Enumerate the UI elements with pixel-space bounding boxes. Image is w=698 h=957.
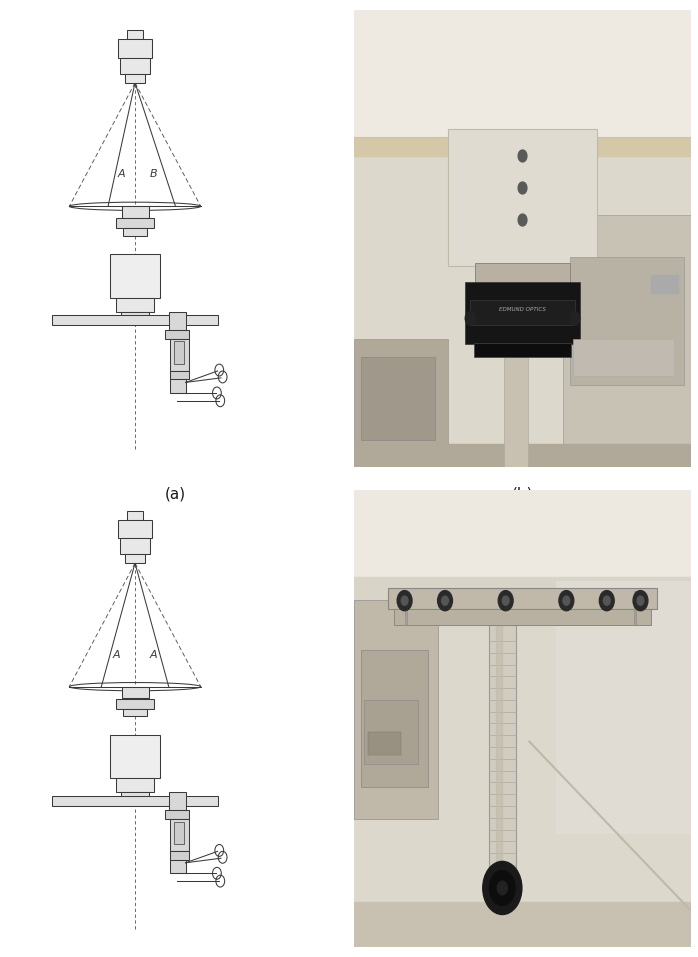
- Circle shape: [637, 596, 644, 605]
- Text: A: A: [112, 650, 120, 659]
- Bar: [570, 256, 684, 385]
- Bar: [364, 701, 418, 765]
- Bar: [121, 791, 149, 801]
- Text: (a): (a): [165, 486, 186, 501]
- Bar: [354, 490, 691, 582]
- Bar: [368, 732, 401, 755]
- Circle shape: [518, 150, 527, 162]
- Bar: [120, 538, 150, 554]
- Bar: [651, 275, 678, 293]
- Circle shape: [483, 861, 522, 915]
- Bar: [120, 57, 150, 74]
- Bar: [125, 554, 145, 563]
- Bar: [496, 625, 503, 875]
- Bar: [394, 609, 651, 625]
- Circle shape: [518, 214, 527, 226]
- Circle shape: [563, 596, 570, 605]
- Bar: [361, 357, 435, 439]
- Circle shape: [466, 312, 475, 325]
- Text: A: A: [118, 169, 126, 179]
- Bar: [121, 687, 149, 698]
- Circle shape: [570, 312, 580, 325]
- Circle shape: [603, 596, 610, 605]
- Bar: [52, 315, 218, 325]
- Bar: [354, 901, 691, 947]
- Circle shape: [633, 590, 648, 611]
- Bar: [118, 520, 152, 538]
- Circle shape: [401, 596, 408, 605]
- Circle shape: [397, 590, 412, 611]
- Bar: [634, 590, 637, 625]
- Bar: [466, 281, 580, 344]
- Bar: [117, 778, 154, 791]
- Bar: [475, 263, 570, 284]
- Bar: [470, 300, 574, 325]
- Bar: [110, 735, 161, 778]
- Bar: [121, 312, 149, 321]
- Bar: [573, 339, 674, 375]
- Bar: [170, 339, 189, 371]
- Bar: [388, 589, 658, 609]
- Bar: [354, 339, 448, 467]
- Bar: [405, 590, 408, 625]
- Circle shape: [559, 590, 574, 611]
- Bar: [174, 342, 184, 364]
- Bar: [474, 343, 572, 357]
- Bar: [121, 207, 149, 218]
- Bar: [52, 795, 218, 806]
- Text: (b): (b): [512, 486, 533, 501]
- Bar: [124, 229, 147, 236]
- Bar: [169, 791, 186, 811]
- Bar: [354, 600, 438, 819]
- Circle shape: [497, 881, 507, 895]
- Bar: [169, 312, 186, 330]
- Bar: [110, 255, 161, 298]
- Bar: [354, 444, 691, 467]
- Bar: [448, 128, 597, 266]
- Bar: [126, 510, 144, 520]
- Bar: [361, 650, 428, 788]
- Bar: [117, 218, 154, 229]
- Bar: [556, 582, 691, 833]
- Bar: [174, 822, 184, 844]
- Bar: [354, 10, 691, 138]
- Bar: [125, 74, 145, 82]
- Bar: [504, 357, 528, 467]
- Circle shape: [518, 182, 527, 194]
- Bar: [170, 379, 186, 393]
- Circle shape: [498, 590, 513, 611]
- Bar: [126, 31, 144, 39]
- Bar: [563, 215, 691, 444]
- Circle shape: [503, 596, 509, 605]
- Circle shape: [600, 590, 614, 611]
- Bar: [165, 811, 189, 819]
- Bar: [354, 138, 691, 156]
- Bar: [170, 859, 186, 874]
- Bar: [165, 330, 189, 339]
- Bar: [489, 625, 516, 875]
- Text: B: B: [150, 169, 157, 179]
- Bar: [118, 39, 152, 57]
- Circle shape: [438, 590, 452, 611]
- Bar: [170, 371, 189, 379]
- Bar: [124, 708, 147, 717]
- Bar: [117, 298, 154, 312]
- Circle shape: [489, 871, 515, 905]
- Bar: [170, 852, 189, 859]
- Bar: [117, 699, 154, 708]
- Bar: [170, 819, 189, 852]
- Text: A: A: [150, 650, 157, 659]
- Text: EDMUND OPTICS: EDMUND OPTICS: [499, 307, 546, 312]
- Bar: [354, 577, 691, 600]
- Circle shape: [442, 596, 448, 605]
